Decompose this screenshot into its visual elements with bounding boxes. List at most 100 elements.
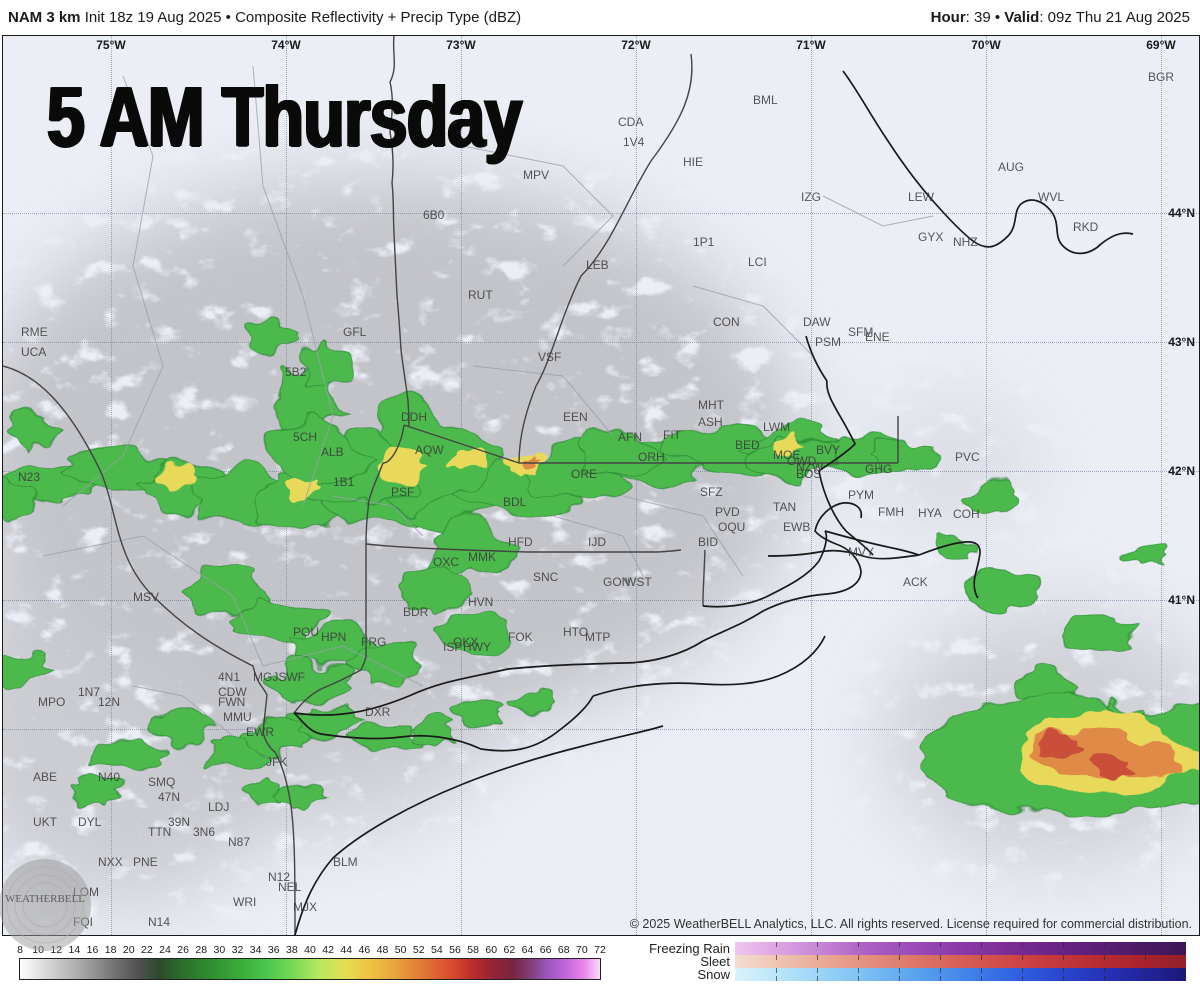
svg-text:BDL: BDL bbox=[503, 495, 527, 509]
svg-text:WEATHERBELL: WEATHERBELL bbox=[5, 893, 85, 905]
svg-text:DXR: DXR bbox=[365, 705, 391, 719]
svg-text:ASH: ASH bbox=[698, 415, 723, 429]
svg-text:HPN: HPN bbox=[321, 630, 346, 644]
svg-text:PVC: PVC bbox=[955, 450, 980, 464]
svg-text:12N: 12N bbox=[98, 695, 120, 709]
svg-text:HIE: HIE bbox=[683, 155, 703, 169]
svg-text:AQW: AQW bbox=[415, 443, 444, 457]
svg-text:COH: COH bbox=[953, 507, 980, 521]
svg-text:OQU: OQU bbox=[718, 520, 745, 534]
svg-text:ABE: ABE bbox=[33, 770, 57, 784]
svg-text:DYL: DYL bbox=[78, 815, 102, 829]
svg-text:ORE: ORE bbox=[571, 467, 597, 481]
svg-text:GYX: GYX bbox=[918, 230, 943, 244]
svg-text:N14: N14 bbox=[148, 915, 170, 929]
svg-text:LDJ: LDJ bbox=[208, 800, 229, 814]
svg-text:39N: 39N bbox=[168, 815, 190, 829]
svg-text:OKX: OKX bbox=[453, 635, 478, 649]
svg-text:CDA: CDA bbox=[618, 115, 643, 129]
svg-text:BGR: BGR bbox=[1148, 70, 1174, 84]
svg-text:LCI: LCI bbox=[748, 255, 767, 269]
svg-text:FOK: FOK bbox=[508, 630, 533, 644]
svg-text:AUG: AUG bbox=[998, 160, 1024, 174]
svg-text:GHG: GHG bbox=[865, 462, 892, 476]
svg-text:MTP: MTP bbox=[585, 630, 610, 644]
svg-text:47N: 47N bbox=[158, 790, 180, 804]
svg-text:OXC: OXC bbox=[433, 555, 459, 569]
svg-text:EWB: EWB bbox=[783, 520, 810, 534]
svg-text:FIT: FIT bbox=[663, 428, 682, 442]
svg-text:GFL: GFL bbox=[343, 325, 367, 339]
svg-text:NZW: NZW bbox=[796, 460, 824, 474]
svg-text:N87: N87 bbox=[228, 835, 250, 849]
svg-text:MMU: MMU bbox=[223, 710, 252, 724]
svg-text:1N7: 1N7 bbox=[78, 685, 100, 699]
svg-text:BLM: BLM bbox=[333, 855, 358, 869]
svg-text:DDH: DDH bbox=[401, 410, 427, 424]
svg-text:MPO: MPO bbox=[38, 695, 65, 709]
svg-text:5B2: 5B2 bbox=[285, 365, 307, 379]
svg-text:N40: N40 bbox=[98, 770, 120, 784]
svg-text:BID: BID bbox=[698, 535, 718, 549]
svg-text:UCA: UCA bbox=[21, 345, 46, 359]
svg-text:3N6: 3N6 bbox=[193, 825, 215, 839]
svg-text:RME: RME bbox=[21, 325, 48, 339]
svg-text:MHT: MHT bbox=[698, 398, 725, 412]
svg-text:ENE: ENE bbox=[865, 330, 890, 344]
svg-text:HVN: HVN bbox=[468, 595, 493, 609]
svg-text:N12: N12 bbox=[268, 870, 290, 884]
svg-text:PNE: PNE bbox=[133, 855, 158, 869]
svg-text:MMK: MMK bbox=[468, 550, 496, 564]
svg-text:BVY: BVY bbox=[816, 443, 840, 457]
svg-text:HYA: HYA bbox=[918, 506, 942, 520]
svg-text:6B0: 6B0 bbox=[423, 208, 445, 222]
svg-text:HTO: HTO bbox=[563, 625, 588, 639]
svg-text:FMH: FMH bbox=[878, 505, 904, 519]
svg-text:MVY: MVY bbox=[848, 545, 874, 559]
svg-text:POU: POU bbox=[293, 625, 319, 639]
svg-text:SNC: SNC bbox=[533, 570, 559, 584]
svg-text:DAW: DAW bbox=[803, 315, 831, 329]
svg-text:BED: BED bbox=[735, 438, 760, 452]
svg-text:PYM: PYM bbox=[848, 488, 874, 502]
svg-text:WVL: WVL bbox=[1038, 190, 1064, 204]
svg-text:PVD: PVD bbox=[715, 505, 740, 519]
svg-text:N23: N23 bbox=[18, 470, 40, 484]
svg-text:LEW: LEW bbox=[908, 190, 935, 204]
svg-text:LEB: LEB bbox=[586, 258, 609, 272]
svg-text:1V4: 1V4 bbox=[623, 135, 645, 149]
svg-text:MJX: MJX bbox=[293, 900, 317, 914]
svg-text:RKD: RKD bbox=[1073, 220, 1099, 234]
svg-text:CDW: CDW bbox=[218, 685, 247, 699]
svg-text:BML: BML bbox=[753, 93, 778, 107]
svg-text:NHZ: NHZ bbox=[953, 235, 978, 249]
svg-text:HFD: HFD bbox=[508, 535, 533, 549]
svg-text:EWR: EWR bbox=[246, 725, 274, 739]
svg-text:SMQ: SMQ bbox=[148, 775, 175, 789]
svg-text:PSF: PSF bbox=[391, 485, 414, 499]
svg-text:MPV: MPV bbox=[523, 168, 549, 182]
svg-text:CON: CON bbox=[713, 315, 740, 329]
svg-text:TAN: TAN bbox=[773, 500, 796, 514]
svg-text:MGJSWF: MGJSWF bbox=[253, 670, 305, 684]
svg-text:AFN: AFN bbox=[618, 430, 642, 444]
svg-text:WST: WST bbox=[625, 575, 652, 589]
svg-text:IZG: IZG bbox=[801, 190, 821, 204]
svg-text:BDR: BDR bbox=[403, 605, 429, 619]
svg-text:RUT: RUT bbox=[468, 288, 493, 302]
svg-text:ACK: ACK bbox=[903, 575, 928, 589]
svg-text:5CH: 5CH bbox=[293, 430, 317, 444]
svg-text:WRI: WRI bbox=[233, 895, 256, 909]
svg-text:MSV: MSV bbox=[133, 590, 159, 604]
svg-text:ORH: ORH bbox=[638, 450, 665, 464]
svg-text:1B1: 1B1 bbox=[333, 475, 355, 489]
svg-text:SFZ: SFZ bbox=[700, 485, 723, 499]
svg-text:FRG: FRG bbox=[361, 635, 386, 649]
svg-text:EEN: EEN bbox=[563, 410, 588, 424]
svg-text:ALB: ALB bbox=[321, 445, 344, 459]
svg-text:4N1: 4N1 bbox=[218, 670, 240, 684]
svg-text:1P1: 1P1 bbox=[693, 235, 715, 249]
svg-text:PSM: PSM bbox=[815, 335, 841, 349]
svg-text:IJD: IJD bbox=[588, 535, 606, 549]
svg-text:VSF: VSF bbox=[538, 350, 561, 364]
